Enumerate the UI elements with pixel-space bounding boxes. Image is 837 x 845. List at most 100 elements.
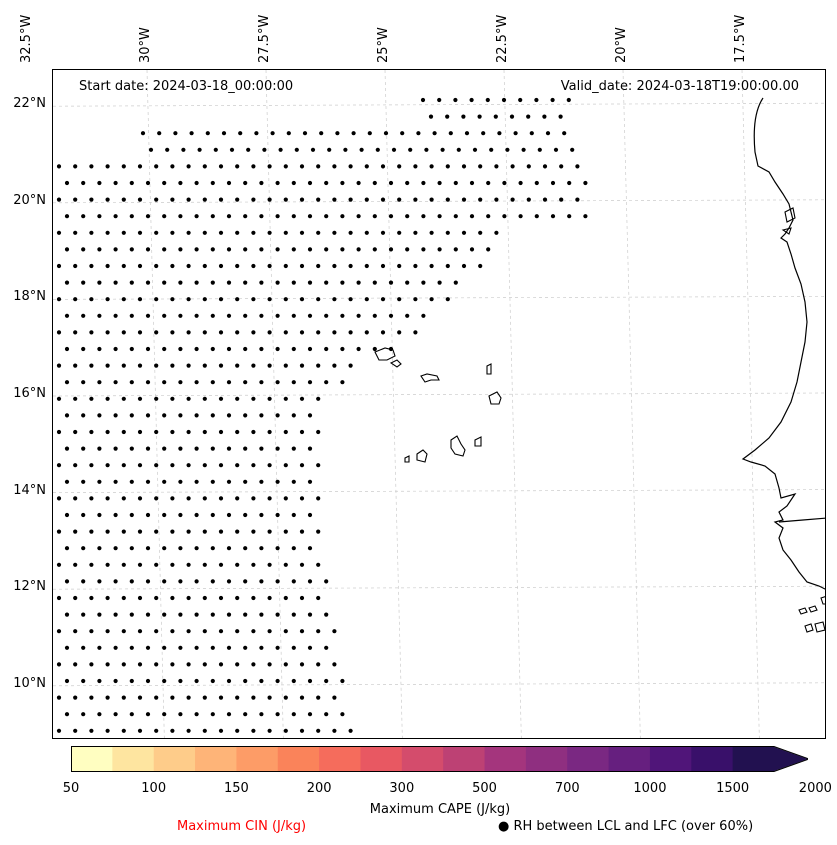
rh-dot: [105, 297, 110, 302]
rh-dot: [137, 330, 143, 335]
rh-dot: [559, 164, 564, 169]
rh-dot: [56, 297, 62, 302]
rh-dot: [497, 131, 502, 136]
rh-dot: [170, 728, 175, 733]
rh-dot: [283, 562, 288, 567]
rh-dot: [307, 346, 313, 352]
rh-dot: [550, 180, 556, 186]
meridian-gridline: [146, 70, 165, 738]
rh-dot: [275, 380, 280, 385]
rh-dot: [73, 263, 78, 269]
africa-coastline: [741, 97, 825, 590]
rh-dot: [469, 97, 474, 103]
parallel-gridline: [53, 489, 825, 493]
rh-dot: [332, 662, 337, 667]
rh-dot: [267, 230, 272, 235]
coastlines: [374, 97, 825, 633]
rh-dot: [97, 512, 102, 518]
rh-dot: [186, 629, 191, 634]
rh-dot: [275, 180, 280, 186]
colorbar-tick: 2000: [798, 781, 832, 796]
rh-dot: [307, 645, 313, 650]
rh-dot: [251, 230, 256, 235]
rh-dot: [89, 728, 94, 733]
rh-dot: [397, 164, 402, 169]
rh-dot: [81, 180, 86, 186]
rh-dot: [316, 230, 321, 235]
rh-dot: [145, 346, 151, 352]
rh-dot: [170, 363, 175, 368]
rh-dot: [380, 230, 386, 235]
longitude-tick: 20°W: [614, 27, 629, 63]
rh-dot: [81, 446, 86, 451]
rh-dot: [218, 595, 224, 601]
rh-dot: [210, 645, 215, 650]
rh-dot: [267, 164, 272, 169]
rh-dot: [89, 595, 94, 601]
rh-dot: [332, 728, 337, 733]
rh-dot: [202, 197, 207, 202]
rh-dot: [251, 629, 256, 634]
rh-dot: [210, 479, 215, 484]
rh-dot: [129, 313, 134, 318]
rh-dot: [162, 512, 167, 518]
rh-dot: [226, 579, 232, 584]
rh-dot: [121, 629, 126, 634]
rh-dot: [121, 297, 126, 302]
rh-dot: [259, 612, 264, 617]
rh-dot: [243, 612, 248, 617]
rh-dot: [275, 280, 280, 285]
rh-dot: [73, 695, 78, 700]
rh-dot: [461, 114, 466, 119]
latitude-tick: 18°N: [13, 289, 46, 305]
rh-dot: [121, 496, 126, 501]
rh-dot: [351, 131, 356, 136]
rh-dot: [243, 413, 248, 418]
rh-dot: [307, 512, 313, 518]
rh-dot: [251, 662, 256, 667]
rh-dot: [243, 247, 248, 252]
rh-dot: [145, 645, 151, 650]
rh-dot: [324, 346, 329, 352]
colorbar-tick: 150: [223, 781, 249, 796]
rh-dot: [397, 230, 402, 235]
rh-dot: [332, 297, 337, 302]
cape-verde-sal: [486, 363, 492, 375]
rh-dot: [178, 678, 183, 684]
rh-dot: [510, 164, 515, 169]
latitude-tick: 10°N: [13, 675, 46, 691]
rh-dot: [505, 147, 510, 152]
latitude-tick: 12°N: [13, 579, 46, 595]
rh-dot: [56, 263, 62, 269]
rh-dot: [145, 712, 151, 717]
rh-dot: [243, 546, 248, 551]
rh-dot: [178, 413, 183, 418]
rh-dot: [162, 446, 167, 451]
rh-dot: [145, 612, 151, 617]
rh-dot: [397, 263, 402, 269]
rh-dot: [235, 629, 240, 634]
rh-dot: [316, 695, 321, 700]
rh-dot: [129, 280, 134, 285]
rh-dot: [145, 214, 151, 219]
rh-dot: [105, 263, 110, 269]
rh-dot: [89, 562, 94, 567]
rh-dot: [81, 313, 86, 318]
colorbar-segment: [525, 747, 568, 771]
rh-dot: [97, 446, 102, 451]
rh-dot: [105, 629, 110, 634]
map-panel[interactable]: Start date: 2024-03-18_00:00:00 Valid_da…: [52, 69, 826, 739]
rh-dot: [56, 396, 62, 401]
rh-dot: [73, 363, 78, 368]
rh-dot: [137, 263, 143, 269]
rh-dot: [105, 363, 110, 368]
rh-dot: [408, 147, 413, 152]
rh-dot: [218, 728, 224, 733]
rh-dot: [56, 330, 62, 335]
rh-dot: [162, 247, 167, 252]
rh-dot: [154, 595, 159, 601]
rh-dot: [283, 463, 288, 468]
cin-legend-label: Maximum CIN (J/kg): [177, 819, 307, 834]
cape-colorbar: [71, 746, 808, 772]
rh-dot: [259, 313, 264, 318]
